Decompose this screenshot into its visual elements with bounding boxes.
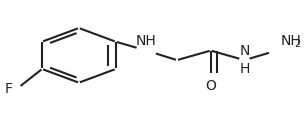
- Text: H: H: [239, 62, 250, 76]
- Text: NH: NH: [280, 34, 301, 48]
- Text: F: F: [4, 83, 12, 96]
- Text: 2: 2: [294, 39, 301, 49]
- Text: NH: NH: [136, 34, 157, 48]
- Text: N: N: [239, 44, 250, 58]
- Text: O: O: [205, 79, 216, 93]
